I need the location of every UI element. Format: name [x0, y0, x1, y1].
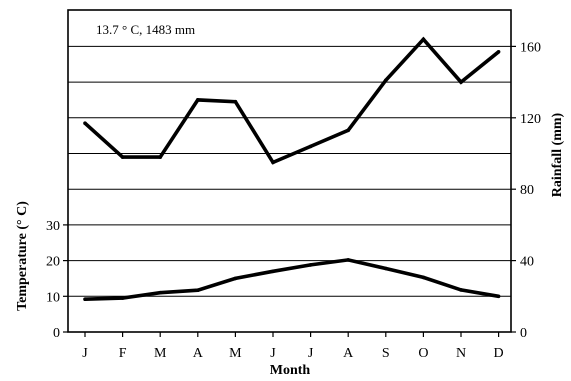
gridlines [68, 45, 511, 297]
rainfall-point [421, 37, 426, 42]
chart-annotation: 13.7 ° C, 1483 mm [96, 22, 195, 37]
rainfall-line [83, 36, 500, 165]
right-tick-label: 40 [520, 255, 534, 270]
rainfall-point [308, 144, 313, 149]
rainfall-point [233, 99, 238, 104]
rainfall-point [271, 160, 275, 165]
left-tick-label: 30 [46, 219, 60, 234]
x-tick-label: N [456, 346, 466, 361]
left-tick-label: 10 [46, 290, 60, 305]
x-tick-label: J [82, 346, 88, 361]
temperature-point [83, 297, 87, 302]
temperature-point [346, 258, 351, 262]
temperature-point [158, 290, 162, 295]
left-tick-label: 0 [53, 326, 60, 341]
x-tick-label: A [193, 346, 204, 361]
temperature-point [496, 294, 501, 299]
right-axis-ticks: 0 40 80 120 160 [511, 40, 541, 341]
left-axis-title: Temperature (° C) [15, 201, 30, 311]
temperature-point [421, 275, 426, 280]
x-tick-label: D [494, 346, 504, 361]
x-tick-label: O [418, 346, 428, 361]
right-tick-label: 0 [520, 326, 527, 341]
temperature-point [271, 269, 275, 274]
x-tick-label: J [270, 346, 276, 361]
temperature-point [459, 288, 463, 292]
right-tick-label: 80 [520, 183, 534, 198]
right-axis-title: Rainfall (mm) [550, 112, 565, 197]
rainfall-point [496, 50, 501, 54]
temperature-point [384, 266, 388, 271]
rainfall-point [158, 155, 162, 159]
temperature-point [196, 288, 200, 293]
rainfall-point [196, 98, 200, 102]
rainfall-point [83, 121, 87, 125]
temperature-line [84, 258, 499, 301]
right-tick-label: 160 [520, 40, 541, 55]
left-tick-label: 20 [46, 255, 60, 270]
right-tick-label: 120 [520, 112, 541, 127]
temperature-point [233, 276, 238, 281]
rainfall-point [346, 128, 351, 133]
series-lines [83, 36, 501, 302]
rainfall-point [459, 80, 463, 84]
rainfall-point [120, 155, 125, 159]
rainfall-point [384, 78, 388, 83]
x-tick-label: F [119, 346, 127, 361]
left-axis-ticks: 0 10 20 30 [46, 219, 68, 341]
x-tick-label: M [229, 346, 242, 361]
x-axis-title: Month [270, 363, 311, 378]
temperature-point [120, 296, 125, 300]
x-tick-label: S [382, 346, 390, 361]
plot-frame [67, 9, 512, 333]
x-tick-label: M [154, 346, 167, 361]
temperature-point [308, 263, 313, 267]
x-tick-label: A [343, 346, 354, 361]
x-tick-label: J [308, 346, 314, 361]
